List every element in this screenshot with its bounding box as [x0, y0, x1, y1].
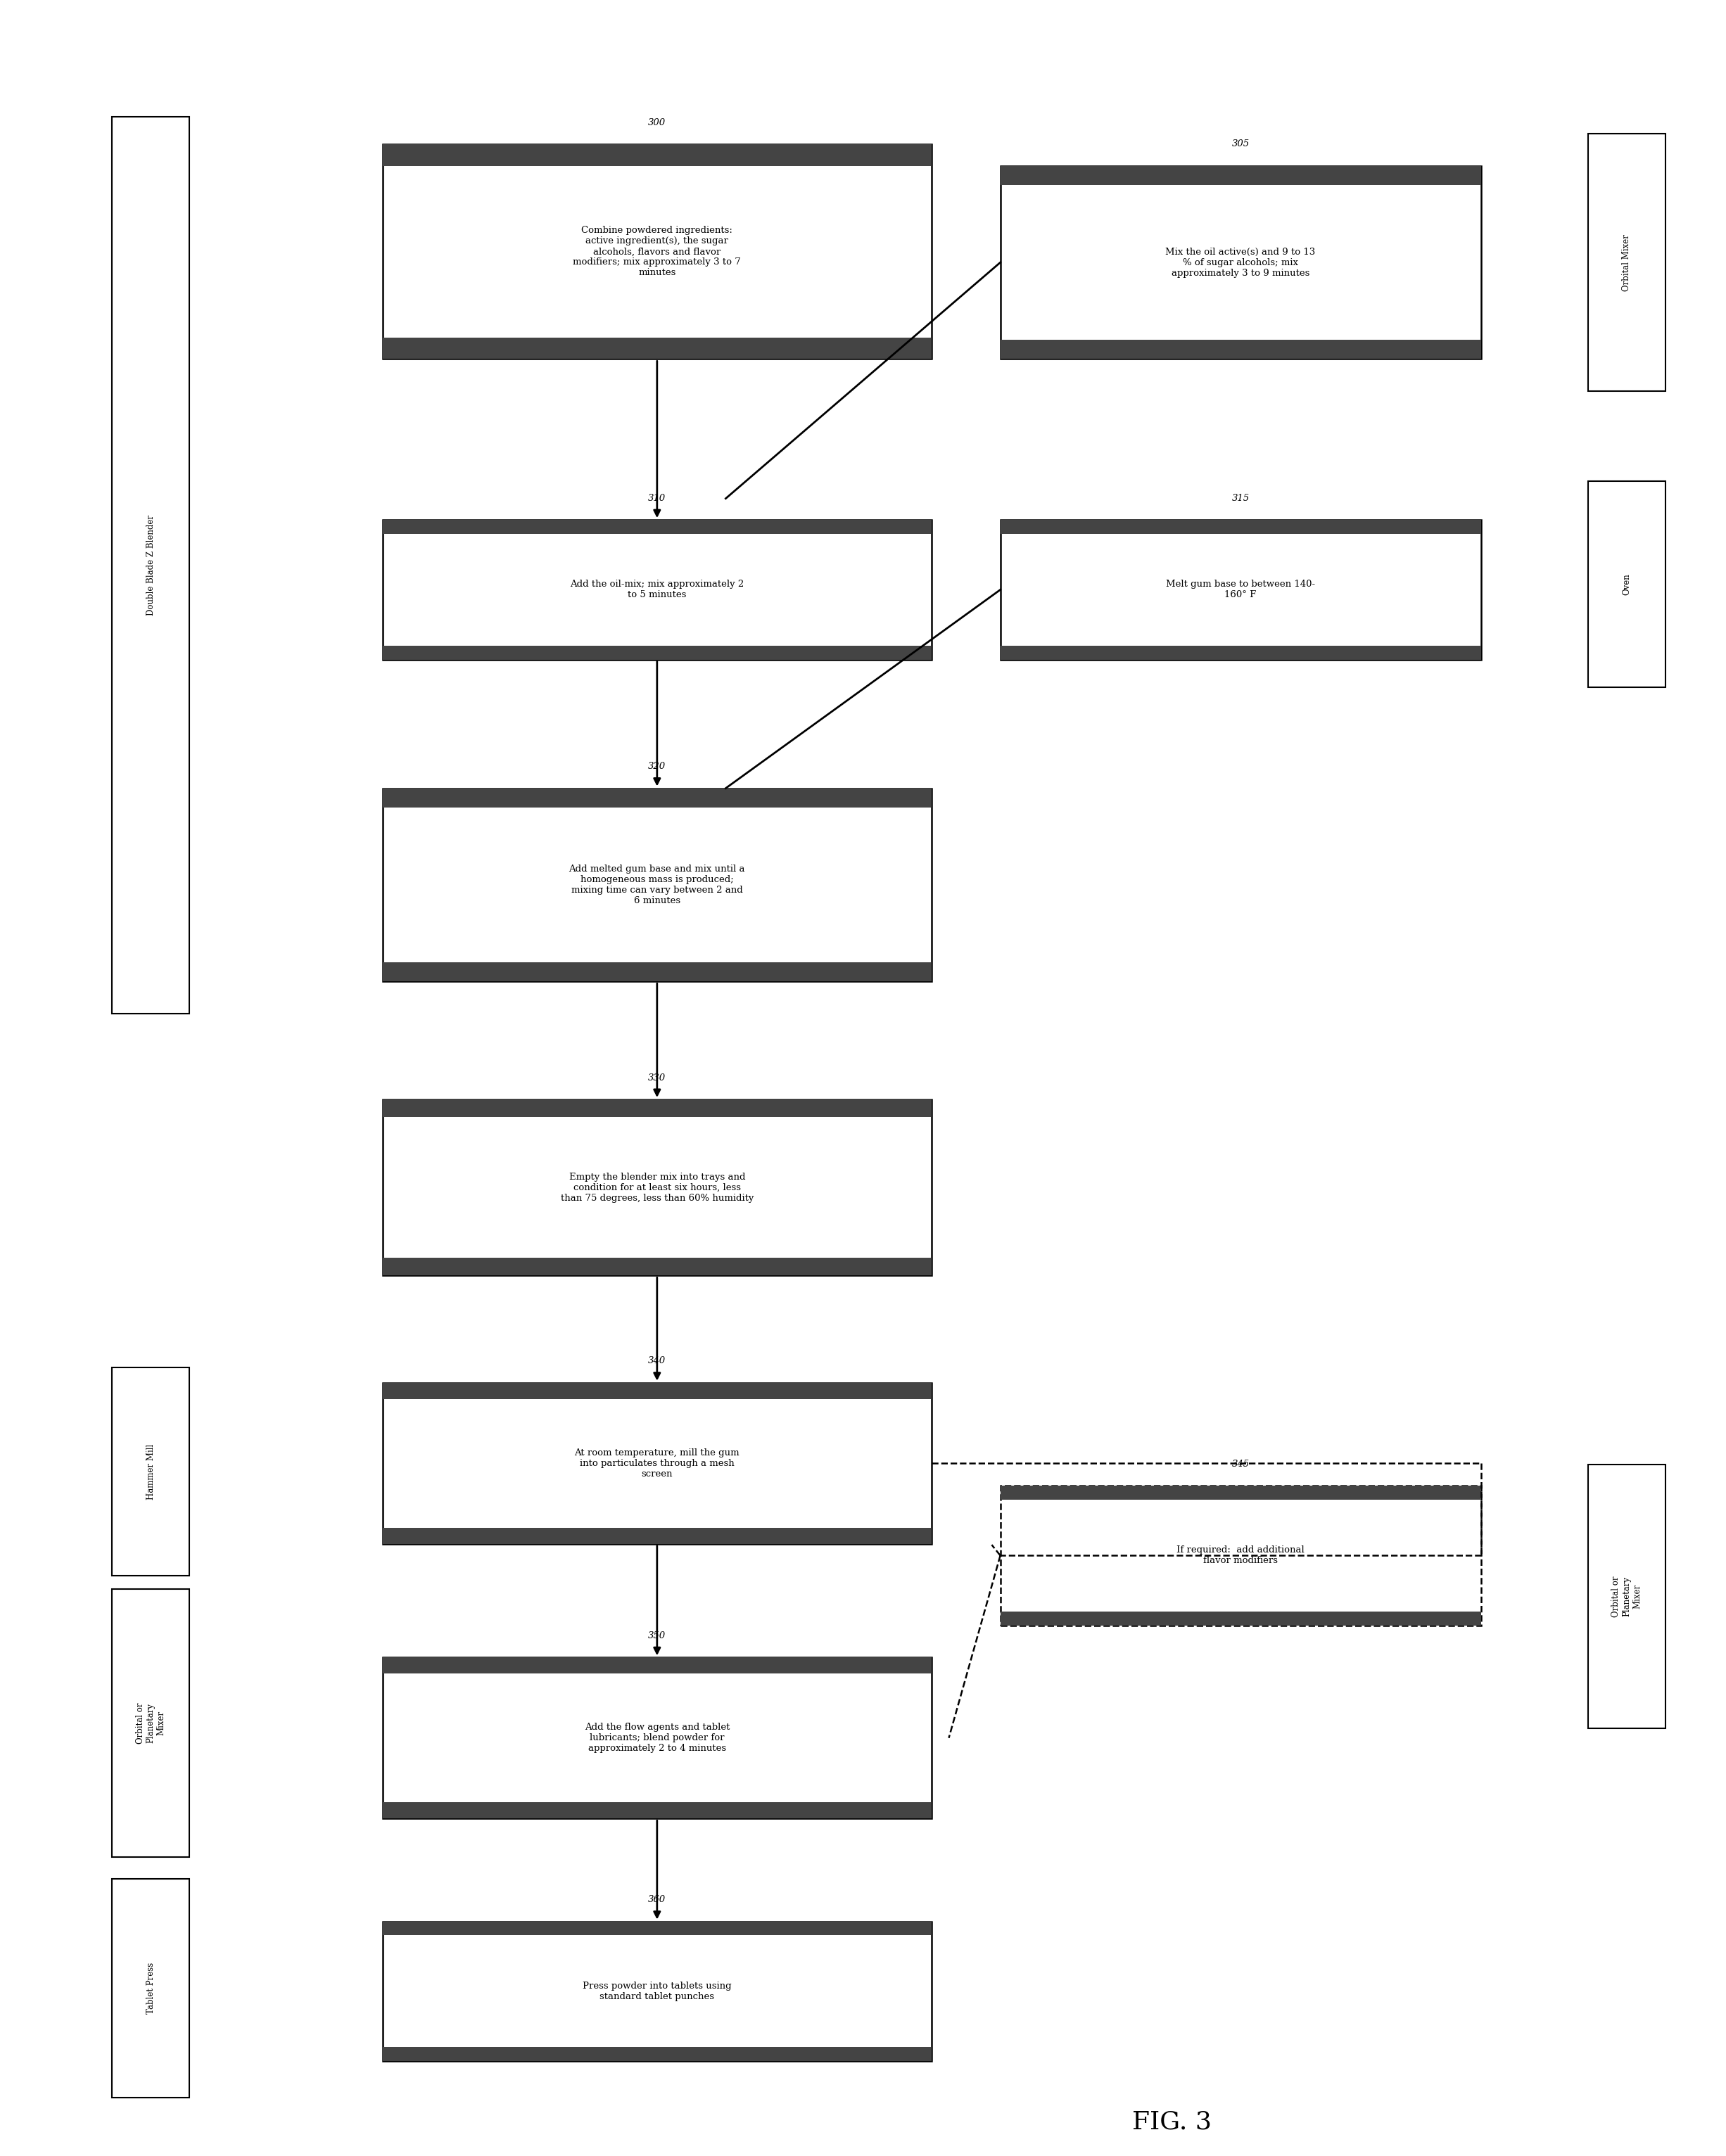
- FancyBboxPatch shape: [112, 116, 190, 1013]
- FancyBboxPatch shape: [383, 1382, 932, 1544]
- Text: Orbital Mixer: Orbital Mixer: [1622, 235, 1631, 291]
- Text: 305: 305: [1232, 140, 1250, 149]
- Bar: [383, 1658, 932, 1673]
- Text: Press powder into tablets using
standard tablet punches: Press powder into tablets using standard…: [583, 1981, 732, 2001]
- Text: 350: 350: [649, 1632, 666, 1641]
- Bar: [383, 1802, 932, 1818]
- Bar: [383, 144, 932, 166]
- Text: 300: 300: [649, 119, 666, 127]
- Text: Oven: Oven: [1622, 573, 1631, 595]
- Bar: [383, 645, 932, 660]
- FancyBboxPatch shape: [112, 1878, 190, 2098]
- Text: Double Blade Z Blender: Double Blade Z Blender: [147, 515, 155, 614]
- Bar: [383, 2046, 932, 2061]
- FancyBboxPatch shape: [112, 1589, 190, 1856]
- Text: Mix the oil active(s) and 9 to 13
% of sugar alcohols; mix
approximately 3 to 9 : Mix the oil active(s) and 9 to 13 % of s…: [1165, 248, 1315, 278]
- FancyBboxPatch shape: [383, 144, 932, 360]
- Text: Hammer Mill: Hammer Mill: [147, 1445, 155, 1501]
- FancyBboxPatch shape: [1001, 520, 1481, 660]
- FancyBboxPatch shape: [1588, 134, 1666, 390]
- Text: FIG. 3: FIG. 3: [1132, 2111, 1212, 2134]
- Bar: [383, 1382, 932, 1399]
- Bar: [383, 338, 932, 360]
- Text: At room temperature, mill the gum
into particulates through a mesh
screen: At room temperature, mill the gum into p…: [575, 1449, 740, 1479]
- Text: 340: 340: [649, 1356, 666, 1365]
- Text: 315: 315: [1232, 494, 1250, 502]
- Text: Orbital or
Planetary
Mixer: Orbital or Planetary Mixer: [1612, 1576, 1641, 1617]
- Bar: [1001, 1611, 1481, 1626]
- Text: 345: 345: [1232, 1460, 1250, 1468]
- Text: 360: 360: [649, 1895, 666, 1904]
- Text: 310: 310: [649, 494, 666, 502]
- FancyBboxPatch shape: [383, 1921, 932, 2061]
- Bar: [1001, 520, 1481, 535]
- Bar: [383, 1257, 932, 1276]
- FancyBboxPatch shape: [1588, 1464, 1666, 1729]
- FancyBboxPatch shape: [383, 1100, 932, 1276]
- Text: Add the flow agents and tablet
lubricants; blend powder for
approximately 2 to 4: Add the flow agents and tablet lubricant…: [585, 1723, 730, 1753]
- Text: Tablet Press: Tablet Press: [147, 1962, 155, 2014]
- Text: 330: 330: [649, 1074, 666, 1082]
- Bar: [383, 1529, 932, 1544]
- Bar: [383, 1100, 932, 1117]
- FancyBboxPatch shape: [1001, 1485, 1481, 1626]
- FancyBboxPatch shape: [383, 1658, 932, 1818]
- Bar: [1001, 1485, 1481, 1501]
- FancyBboxPatch shape: [383, 789, 932, 981]
- Bar: [1001, 645, 1481, 660]
- FancyBboxPatch shape: [1588, 481, 1666, 688]
- Text: Empty the blender mix into trays and
condition for at least six hours, less
than: Empty the blender mix into trays and con…: [561, 1173, 754, 1203]
- Bar: [383, 520, 932, 535]
- Text: Combine powdered ingredients:
active ingredient(s), the sugar
alcohols, flavors : Combine powdered ingredients: active ing…: [573, 226, 740, 278]
- Text: Melt gum base to between 140-
160° F: Melt gum base to between 140- 160° F: [1167, 580, 1315, 599]
- Bar: [1001, 166, 1481, 185]
- Text: 320: 320: [649, 761, 666, 772]
- Text: Orbital or
Planetary
Mixer: Orbital or Planetary Mixer: [136, 1703, 166, 1744]
- Bar: [383, 789, 932, 808]
- FancyBboxPatch shape: [1001, 166, 1481, 360]
- FancyBboxPatch shape: [383, 520, 932, 660]
- Bar: [383, 962, 932, 981]
- Bar: [1001, 341, 1481, 360]
- Text: Add the oil-mix; mix approximately 2
to 5 minutes: Add the oil-mix; mix approximately 2 to …: [570, 580, 744, 599]
- FancyBboxPatch shape: [112, 1367, 190, 1576]
- Text: Add melted gum base and mix until a
homogeneous mass is produced;
mixing time ca: Add melted gum base and mix until a homo…: [570, 865, 746, 906]
- Text: If required:  add additional
flavor modifiers: If required: add additional flavor modif…: [1177, 1546, 1305, 1565]
- Bar: [383, 1921, 932, 1936]
